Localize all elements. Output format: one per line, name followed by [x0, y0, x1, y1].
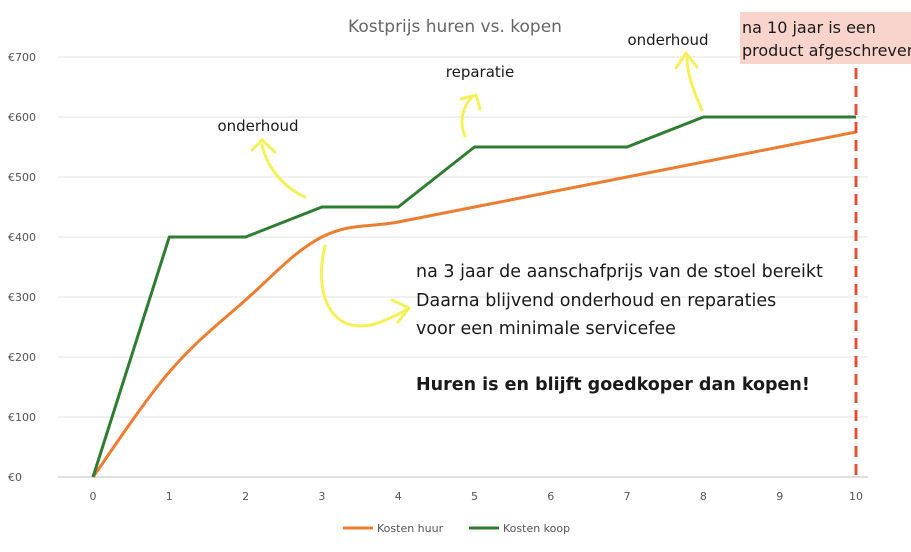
arrow-note-icon	[320, 244, 411, 328]
arrow-onderhoud-2-icon	[674, 51, 704, 112]
corner-note-line-1: na 10 jaar is een	[742, 18, 876, 37]
x-tick-label: 7	[624, 490, 631, 503]
legend-label: Kosten koop	[503, 522, 570, 535]
y-tick-label: €0	[8, 471, 22, 484]
y-axis: €0 €100 €200 €300 €400 €500 €600 €700	[8, 51, 36, 484]
conclusion: Huren is en blijft goedkoper dan kopen!	[416, 375, 810, 395]
x-tick-label: 0	[90, 490, 97, 503]
legend-label: Kosten huur	[377, 522, 444, 535]
x-tick-label: 3	[318, 490, 325, 503]
annotation-onderhoud-1: onderhoud	[217, 117, 298, 135]
legend: Kosten huur Kosten koop	[343, 522, 570, 535]
note-line-3: voor een minimale servicefee	[416, 319, 676, 339]
y-tick-label: €100	[8, 411, 36, 424]
x-tick-label: 8	[700, 490, 707, 503]
y-tick-label: €200	[8, 351, 36, 364]
x-tick-label: 5	[471, 490, 478, 503]
x-tick-label: 1	[166, 490, 173, 503]
note-line-2: Daarna blijvend onderhoud en reparaties	[416, 291, 776, 311]
x-axis: 0 1 2 3 4 5 6 7 8 9 10	[90, 490, 864, 503]
x-tick-label: 9	[776, 490, 783, 503]
x-tick-label: 10	[849, 490, 863, 503]
y-tick-label: €600	[8, 111, 36, 124]
series-line-kosten-huur	[91, 130, 857, 478]
y-tick-label: €300	[8, 291, 36, 304]
annotation-arrows	[250, 51, 704, 328]
annotation-reparatie: reparatie	[446, 63, 514, 81]
corner-note-box	[740, 12, 911, 64]
arrow-onderhoud-1-icon	[250, 138, 307, 199]
corner-note-line-2: product afgeschreven	[742, 41, 911, 60]
series	[91, 115, 857, 478]
y-tick-label: €400	[8, 231, 36, 244]
x-tick-label: 4	[395, 490, 402, 503]
chart-title: Kostprijs huren vs. kopen	[348, 17, 562, 37]
x-tick-label: 6	[547, 490, 554, 503]
x-tick-label: 2	[242, 490, 249, 503]
y-tick-label: €700	[8, 51, 36, 64]
arrow-reparatie-icon	[459, 93, 482, 138]
note-line-1: na 3 jaar de aanschafprijs van de stoel …	[416, 262, 823, 282]
annotation-onderhoud-2: onderhoud	[627, 31, 708, 49]
series-line-kosten-koop	[91, 115, 856, 478]
y-tick-label: €500	[8, 171, 36, 184]
